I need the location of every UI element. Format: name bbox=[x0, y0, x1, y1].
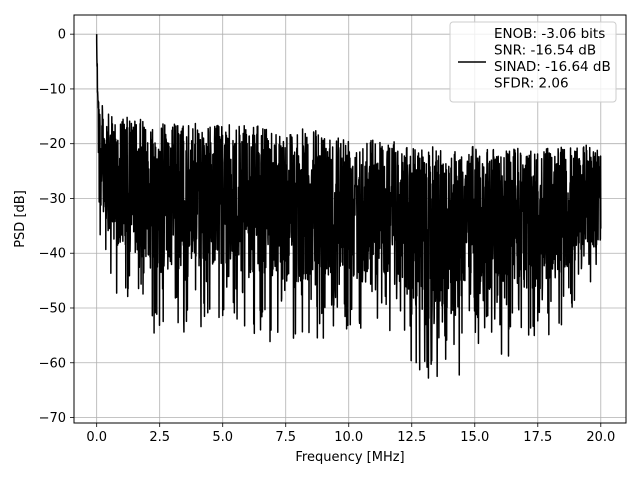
psd-series-line bbox=[95, 34, 602, 379]
axes-frame bbox=[73, 14, 627, 424]
y-tick-labels: 0 −10 −20 −30 −40 −50 −60 −70 bbox=[39, 28, 66, 426]
legend-enob: ENOB: -3.06 bits bbox=[494, 26, 605, 42]
x-tick-label: 12.5 bbox=[397, 430, 426, 445]
x-tick-label: 17.5 bbox=[523, 430, 552, 445]
legend-sinad: SINAD: -16.64 dB bbox=[494, 59, 611, 75]
y-tick-label: −50 bbox=[39, 301, 66, 316]
y-axis-label: PSD [dB] bbox=[13, 190, 28, 248]
legend: ENOB: -3.06 bits SNR: -16.54 dB SINAD: -… bbox=[449, 21, 617, 103]
x-tick-labels: 0.0 2.5 5.0 7.5 10.0 12.5 15.0 17.5 20.0 bbox=[86, 430, 615, 445]
x-tick-label: 0.0 bbox=[86, 430, 107, 445]
legend-snr: SNR: -16.54 dB bbox=[494, 43, 596, 59]
legend-sfdr: SFDR: 2.06 bbox=[494, 76, 569, 92]
y-tick-label: −20 bbox=[39, 137, 66, 152]
y-tick-label: −60 bbox=[39, 356, 66, 371]
tick-marks bbox=[70, 33, 602, 427]
x-tick-label: 5.0 bbox=[212, 430, 233, 445]
y-tick-label: −40 bbox=[39, 247, 66, 262]
y-tick-label: −10 bbox=[39, 82, 66, 97]
x-tick-label: 7.5 bbox=[275, 430, 296, 445]
y-tick-label: −70 bbox=[39, 411, 66, 426]
y-tick-label: 0 bbox=[58, 28, 66, 43]
plot-area bbox=[95, 34, 602, 379]
legend-box bbox=[449, 21, 617, 103]
x-axis-label: Frequency [MHz] bbox=[295, 450, 404, 465]
y-tick-label: −30 bbox=[39, 192, 66, 207]
x-tick-label: 10.0 bbox=[334, 430, 363, 445]
x-tick-label: 15.0 bbox=[460, 430, 489, 445]
x-tick-label: 2.5 bbox=[149, 430, 170, 445]
x-tick-label: 20.0 bbox=[586, 430, 615, 445]
